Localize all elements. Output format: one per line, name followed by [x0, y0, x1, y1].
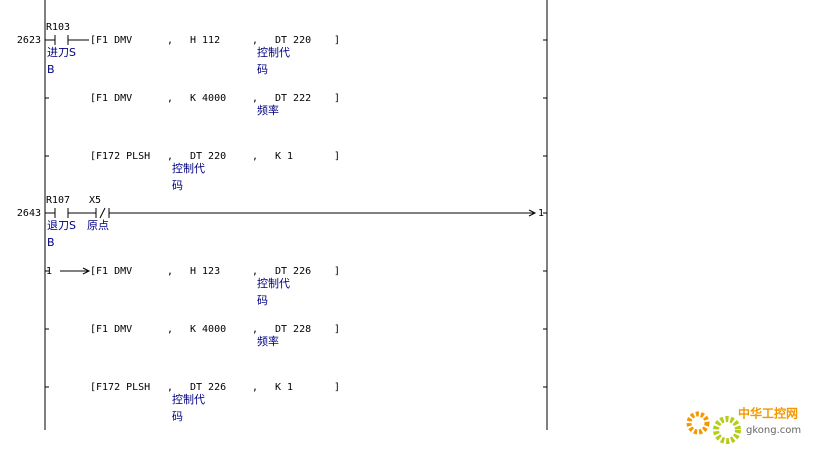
separator: ,	[252, 35, 258, 46]
comment: 码	[172, 179, 183, 192]
close-bracket: ]	[334, 151, 340, 162]
instruction: [F1 DMV	[90, 93, 132, 104]
instruction: [F172 PLSH	[90, 382, 150, 393]
comment: 退刀S	[47, 219, 76, 232]
separator: ,	[252, 324, 258, 335]
operand: DT 226	[190, 382, 226, 393]
separator: ,	[167, 324, 173, 335]
operand: DT 222	[275, 93, 311, 104]
separator: ,	[167, 93, 173, 104]
comment: 控制代	[257, 276, 290, 290]
contact-label: R103	[46, 22, 70, 33]
step-number: 2643	[17, 208, 41, 219]
close-bracket: ]	[334, 93, 340, 104]
watermark: 中华工控网 gkong.com	[686, 406, 801, 444]
operand: K 1	[275, 151, 293, 162]
instruction: [F1 DMV	[90, 35, 132, 46]
gear-icon	[713, 416, 741, 444]
arrow	[82, 267, 91, 275]
contact-label: R107	[46, 195, 70, 206]
comment: 码	[257, 63, 268, 76]
close-bracket: ]	[334, 266, 340, 277]
contact-slash	[99, 207, 106, 219]
jump-label: 1	[538, 208, 544, 219]
separator: ,	[167, 266, 173, 277]
gear-icon	[686, 411, 710, 435]
separator: ,	[252, 93, 258, 104]
operand: K 4000	[190, 93, 226, 104]
comment: 控制代	[257, 45, 290, 59]
operand: DT 220	[190, 151, 226, 162]
instruction: [F1 DMV	[90, 324, 132, 335]
close-bracket: ]	[334, 35, 340, 46]
operand: K 1	[275, 382, 293, 393]
operand: DT 226	[275, 266, 311, 277]
watermark-url: gkong.com	[746, 425, 801, 436]
step-number: 2623	[17, 35, 41, 46]
operand: DT 228	[275, 324, 311, 335]
comment: 频率	[257, 103, 279, 117]
separator: ,	[252, 266, 258, 277]
separator: ,	[167, 382, 173, 393]
contact-label: X5	[89, 195, 101, 206]
continuation-label: 1	[46, 266, 52, 277]
close-bracket: ]	[334, 324, 340, 335]
comment: 进刀S	[47, 46, 76, 59]
comment: 控制代	[172, 392, 205, 406]
separator: ,	[167, 35, 173, 46]
comment: 频率	[257, 334, 279, 348]
operand: H 123	[190, 266, 220, 277]
separator: ,	[167, 151, 173, 162]
instruction: [F1 DMV	[90, 266, 132, 277]
separator: ,	[252, 151, 258, 162]
comment: 原点	[87, 219, 109, 232]
separator: ,	[252, 382, 258, 393]
operand: K 4000	[190, 324, 226, 335]
operand: DT 220	[275, 35, 311, 46]
comment: 码	[257, 294, 268, 307]
watermark-name: 中华工控网	[738, 406, 798, 421]
comment: B	[47, 236, 55, 249]
comment: 码	[172, 410, 183, 423]
operand: H 112	[190, 35, 220, 46]
close-bracket: ]	[334, 382, 340, 393]
instruction: [F172 PLSH	[90, 151, 150, 162]
comment: B	[47, 63, 55, 76]
arrow	[528, 209, 537, 217]
comment: 控制代	[172, 161, 205, 175]
